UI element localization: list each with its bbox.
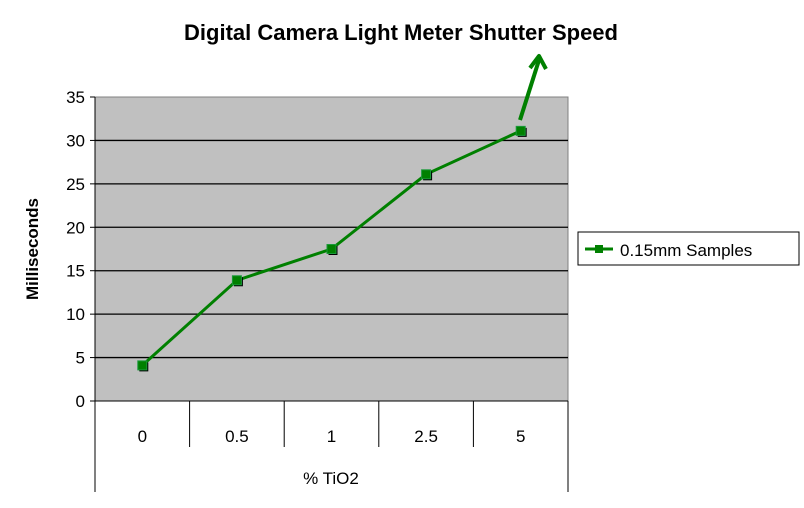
y-tick-label: 35: [66, 88, 85, 107]
y-tick-label: 0: [76, 392, 85, 411]
y-tick-label: 10: [66, 305, 85, 324]
annotation-arrow: [518, 54, 548, 121]
legend-marker: [595, 245, 603, 253]
x-tick-label: 1: [327, 427, 336, 446]
data-point: [231, 275, 242, 286]
y-tick-label: 15: [66, 262, 85, 281]
x-tick-label: 2.5: [414, 427, 438, 446]
x-tick-label: 0.5: [225, 427, 249, 446]
x-tick-label: 5: [516, 427, 525, 446]
data-point: [326, 244, 337, 254]
legend-box: [577, 231, 800, 266]
y-tick-label: 30: [66, 131, 85, 150]
data-point: [137, 360, 148, 371]
legend-label: 0.15mm Samples: [620, 241, 752, 260]
x-axis-label: % TiO2: [303, 469, 359, 488]
y-tick-label: 25: [66, 175, 85, 194]
legend: 0.15mm Samples: [577, 231, 800, 266]
y-axis-label: Milliseconds: [23, 198, 42, 300]
y-tick-label: 5: [76, 349, 85, 368]
chart-title: Digital Camera Light Meter Shutter Speed: [184, 20, 618, 45]
data-point: [515, 125, 526, 136]
x-tick-label: 0: [138, 427, 147, 446]
y-tick-label: 20: [66, 218, 85, 237]
data-point: [421, 169, 432, 180]
